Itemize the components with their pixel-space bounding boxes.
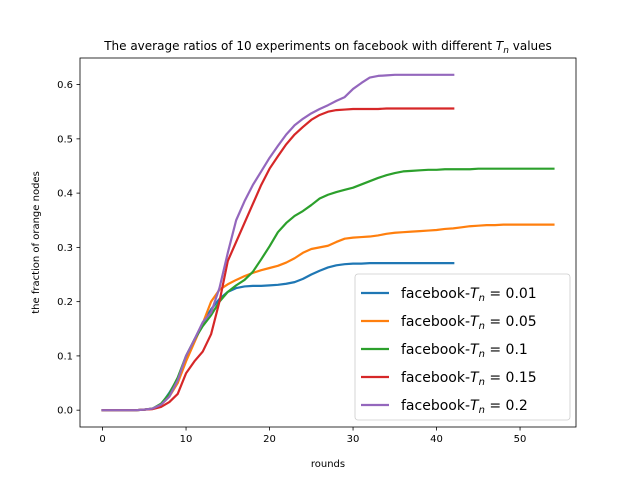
legend-entry-label: facebook-Tn = 0.05 [401, 314, 537, 332]
x-axis-label: rounds [311, 459, 345, 470]
x-tick-label: 30 [347, 434, 360, 445]
x-tick-label: 0 [99, 434, 105, 445]
legend-entry-label: facebook-Tn = 0.2 [401, 398, 528, 416]
y-tick-label: 0.4 [57, 189, 73, 200]
y-axis-label: the fraction of orange nodes [31, 171, 42, 314]
y-tick-label: 0.6 [57, 80, 73, 91]
plot-frame [79, 57, 577, 428]
x-tick-label: 20 [263, 434, 276, 445]
y-tick-label: 0.0 [57, 406, 73, 417]
legend-entry-label: facebook-Tn = 0.15 [401, 370, 537, 388]
series-line-3 [101, 107, 455, 412]
y-axis-ticks: 0.0 0.1 0.2 0.3 0.4 0.5 0.6 [57, 80, 80, 417]
series-line-4 [101, 73, 455, 412]
x-tick-label: 50 [514, 434, 527, 445]
legend-entry-label: facebook-Tn = 0.1 [401, 342, 528, 360]
chart-title: The average ratios of 10 experiments on … [103, 39, 552, 56]
x-tick-label: 10 [180, 434, 193, 445]
legend-entry-label: facebook-Tn = 0.01 [401, 286, 537, 304]
y-tick-label: 0.3 [57, 243, 73, 254]
x-axis-ticks: 0 10 20 30 40 50 [99, 427, 526, 445]
y-tick-label: 0.5 [57, 134, 73, 145]
legend-box [354, 273, 571, 421]
legend: facebook-Tn = 0.01 facebook-Tn = 0.05 face… [354, 273, 571, 421]
series-line-1 [101, 223, 555, 412]
axes-layer [79, 57, 577, 428]
y-tick-label: 0.1 [57, 351, 73, 362]
y-tick-label: 0.2 [57, 297, 73, 308]
x-tick-label: 40 [430, 434, 443, 445]
series-layer [101, 73, 555, 412]
